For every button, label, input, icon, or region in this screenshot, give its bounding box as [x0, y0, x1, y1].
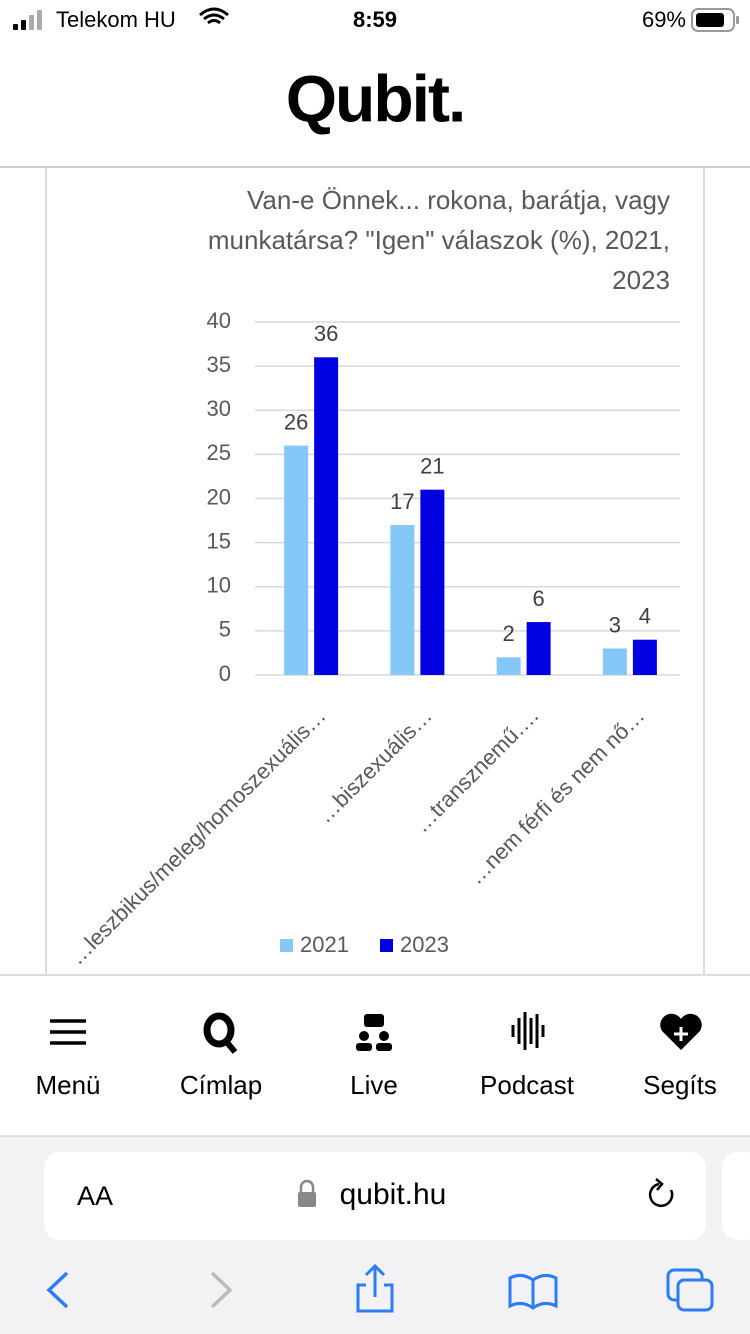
bar — [526, 622, 551, 675]
bar — [314, 357, 339, 675]
y-tick-label: 5 — [219, 617, 231, 642]
signal-icon — [13, 10, 42, 30]
y-tick-label: 35 — [207, 352, 231, 377]
chart-frame — [45, 159, 705, 981]
lock-icon — [298, 1179, 316, 1207]
chart-title: Van-e Önnek... rokona, barátja, vagy mun… — [207, 185, 670, 295]
bar — [284, 445, 309, 675]
y-tick-label: 0 — [219, 661, 231, 686]
forward-button[interactable] — [210, 1271, 233, 1309]
bar — [390, 524, 415, 675]
value-label: 3 — [609, 612, 621, 637]
y-tick-label: 20 — [207, 484, 231, 509]
url-field[interactable] — [44, 1152, 706, 1240]
value-label: 36 — [314, 321, 338, 346]
share-button[interactable] — [356, 1263, 394, 1313]
value-label: 21 — [420, 453, 444, 478]
tabs-button[interactable] — [666, 1268, 714, 1312]
legend-swatch — [280, 939, 293, 952]
menu-icon — [50, 1019, 86, 1045]
value-label: 17 — [390, 489, 414, 514]
legend-swatch — [380, 939, 393, 952]
legend-label: 2021 — [300, 932, 349, 957]
logo: Qubit. — [286, 61, 465, 135]
value-label: 26 — [284, 409, 308, 434]
bar — [496, 657, 521, 675]
clock: 8:59 — [353, 7, 397, 32]
live-icon — [356, 1014, 392, 1051]
heart-icon — [660, 1013, 702, 1050]
q-icon — [203, 1012, 238, 1054]
next-tab[interactable] — [722, 1152, 750, 1240]
wifi-icon — [199, 7, 229, 25]
carrier: Telekom HU — [56, 7, 176, 32]
y-tick-label: 10 — [207, 573, 231, 598]
bar — [632, 639, 657, 675]
podcast-icon — [511, 1012, 545, 1050]
url: qubit.hu — [340, 1178, 447, 1211]
text-size-button[interactable]: AA — [77, 1181, 113, 1211]
battery-level: 69% — [642, 7, 686, 32]
y-tick-label: 40 — [207, 308, 231, 333]
value-label: 4 — [639, 604, 651, 629]
nav-label[interactable]: Menü — [35, 1070, 100, 1100]
battery-icon — [691, 8, 739, 32]
nav-label[interactable]: Segíts — [643, 1070, 717, 1100]
header — [0, 0, 750, 167]
back-button[interactable] — [46, 1271, 69, 1309]
reload-icon[interactable] — [648, 1178, 674, 1208]
value-label: 6 — [533, 586, 545, 611]
bar — [420, 489, 445, 675]
y-tick-label: 30 — [207, 396, 231, 421]
nav-label[interactable]: Podcast — [480, 1070, 575, 1100]
value-label: 2 — [503, 621, 515, 646]
y-tick-label: 25 — [207, 440, 231, 465]
legend-label: 2023 — [400, 932, 449, 957]
bookmarks-button[interactable] — [508, 1273, 558, 1310]
nav-label[interactable]: Live — [350, 1070, 398, 1100]
bar — [602, 648, 627, 675]
nav-bar — [0, 975, 750, 1136]
nav-label[interactable]: Címlap — [180, 1070, 262, 1100]
y-tick-label: 15 — [207, 528, 231, 553]
